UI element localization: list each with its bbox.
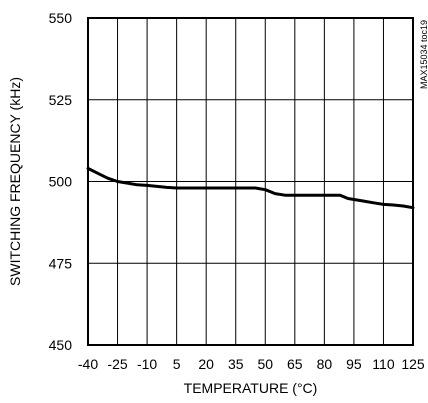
y-tick-labels: 450 475 500 525 550 bbox=[49, 10, 73, 353]
plot-frame bbox=[87, 17, 414, 346]
x-tick-label: 5 bbox=[173, 356, 181, 372]
x-tick-label: 35 bbox=[228, 356, 244, 372]
y-axis-label: SWITCHING FREQUENCY (kHz) bbox=[7, 77, 23, 286]
x-tick-label: 20 bbox=[198, 356, 214, 372]
x-axis-label: TEMPERATURE (°C) bbox=[184, 380, 318, 396]
series-line bbox=[86, 166, 415, 210]
chart-annotation: MAX15034 toc19 bbox=[419, 20, 428, 89]
grid-lines bbox=[87, 17, 414, 346]
x-tick-label: -10 bbox=[137, 356, 157, 372]
x-tick-label: -40 bbox=[78, 356, 98, 372]
x-tick-labels: -40 -25 -10 5 20 35 50 65 80 95 110 125 bbox=[78, 356, 425, 372]
y-tick-label: 450 bbox=[49, 337, 73, 353]
x-tick-label: 110 bbox=[372, 356, 395, 372]
y-tick-label: 525 bbox=[49, 92, 73, 108]
x-tick-label: 95 bbox=[346, 356, 362, 372]
x-tick-label: -25 bbox=[107, 356, 127, 372]
x-tick-label: 125 bbox=[401, 356, 425, 372]
y-tick-label: 475 bbox=[49, 255, 73, 271]
x-tick-label: 65 bbox=[287, 356, 303, 372]
x-tick-label: 80 bbox=[317, 356, 333, 372]
y-tick-label: 500 bbox=[49, 174, 73, 190]
y-tick-label: 550 bbox=[49, 10, 73, 26]
x-tick-label: 50 bbox=[257, 356, 273, 372]
